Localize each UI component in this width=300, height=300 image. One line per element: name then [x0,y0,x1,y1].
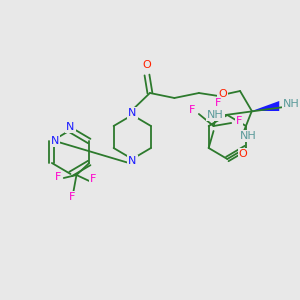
Text: O: O [218,89,227,99]
Text: F: F [69,192,76,202]
Text: F: F [55,172,61,182]
Text: N: N [128,156,136,166]
Text: F: F [215,98,222,108]
Text: N: N [66,122,75,132]
Text: N: N [51,136,59,146]
Text: O: O [142,60,152,70]
Polygon shape [252,101,279,111]
Text: O: O [238,149,247,159]
Text: NH: NH [207,110,224,120]
Text: F: F [90,174,96,184]
Text: N: N [128,108,136,118]
Text: F: F [189,105,195,115]
Text: NH: NH [283,99,299,109]
Text: F: F [236,116,242,126]
Text: NH: NH [240,131,256,141]
